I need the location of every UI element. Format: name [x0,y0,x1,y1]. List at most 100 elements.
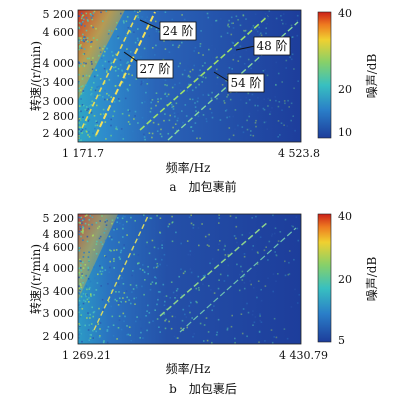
speckle-cell [136,14,139,17]
speckle-cell [169,114,171,117]
speckle-cell [228,138,231,141]
speckle-cell [78,139,80,141]
speckle-cell [95,69,97,71]
speckle-cell [100,57,103,59]
speckle-cell [118,242,121,245]
speckle-cell [83,62,85,64]
speckle-cell [86,317,88,319]
speckle-cell [194,46,197,49]
speckle-cell [236,241,238,244]
speckle-cell [171,86,174,89]
speckle-cell [250,67,252,70]
speckle-cell [102,308,105,311]
speckle-cell [88,324,91,326]
speckle-cell [217,318,220,321]
speckle-cell [202,275,205,277]
speckle-cell [207,93,209,96]
speckle-cell [78,90,80,92]
speckle-cell [80,284,82,287]
speckle-cell [78,62,81,65]
y-tick-label: 2 400 [43,127,75,140]
speckle-cell [109,260,111,263]
speckle-cell [130,302,132,305]
speckle-cell [88,301,90,303]
speckle-cell [78,247,80,249]
speckle-cell [295,216,298,218]
speckle-cell [121,277,123,279]
speckle-cell [90,294,92,296]
speckle-cell [99,113,102,116]
speckle-cell [104,255,106,257]
speckle-cell [93,266,95,268]
speckle-cell [120,12,122,15]
speckle-cell [209,262,211,265]
speckle-cell [154,258,157,261]
speckle-cell [265,27,267,29]
colorbar-a-tick: 20 [338,83,352,96]
speckle-cell [264,68,266,71]
speckle-cell [91,68,94,71]
speckle-cell [223,280,226,282]
speckle-cell [85,62,87,65]
speckle-cell [78,293,81,295]
speckle-cell [110,236,113,239]
speckle-cell [152,320,154,322]
speckle-cell [111,51,113,53]
speckle-cell [127,109,129,111]
speckle-cell [167,93,170,96]
speckle-cell [81,132,83,134]
x-axis-label-b: 频率/Hz [166,361,211,376]
speckle-cell [204,235,207,238]
speckle-cell [233,235,236,237]
speckle-cell [232,22,234,24]
speckle-cell [284,274,287,277]
panel-a: 24 阶 27 阶 48 阶 54 阶 5 200 4 600 4 000 3 … [28,7,379,194]
speckle-cell [297,239,300,242]
annotation-48-box [253,36,291,56]
speckle-cell [211,341,213,344]
speckle-cell [254,316,257,318]
speckle-cell [90,111,93,114]
speckle-cell [208,245,210,247]
speckle-cell [101,243,104,246]
speckle-cell [153,265,155,268]
speckle-cell [226,96,228,98]
speckle-cell [132,49,134,51]
speckle-cell [151,136,153,139]
speckle-cell [78,221,80,224]
speckle-cell [227,254,230,256]
speckle-cell [298,294,301,296]
speckle-cell [161,258,163,261]
speckle-cell [104,269,107,271]
speckle-cell [79,306,81,308]
speckle-cell [144,138,146,141]
speckle-cell [103,45,106,48]
speckle-cell [234,109,237,111]
speckle-cell [199,137,201,140]
speckle-cell [283,124,285,126]
speckle-cell [201,81,203,83]
speckle-cell [102,54,105,57]
colorbar-a-label: 噪声/dB [365,54,379,99]
colorbar-a-tick: 10 [338,126,352,139]
speckle-cell [101,298,104,301]
speckle-cell [148,321,151,324]
speckle-cell [146,16,149,18]
speckle-cell [90,89,92,91]
x-tick-label-min-a: 1 171.7 [62,147,104,160]
speckle-cell [175,289,178,292]
speckle-cell [164,113,166,115]
annotation-54-box [227,73,265,93]
speckle-cell [150,107,153,110]
speckle-cell [113,249,115,252]
order-line-24 [95,11,156,136]
speckle-cell [273,317,276,320]
speckle-cell [172,97,175,100]
speckle-cell [85,12,88,15]
speckle-cell [84,215,87,217]
speckle-cell [98,307,100,310]
speckle-cell [111,238,113,241]
speckle-cell [196,100,199,103]
speckle-cell [124,300,127,303]
speckle-cell [182,329,185,331]
